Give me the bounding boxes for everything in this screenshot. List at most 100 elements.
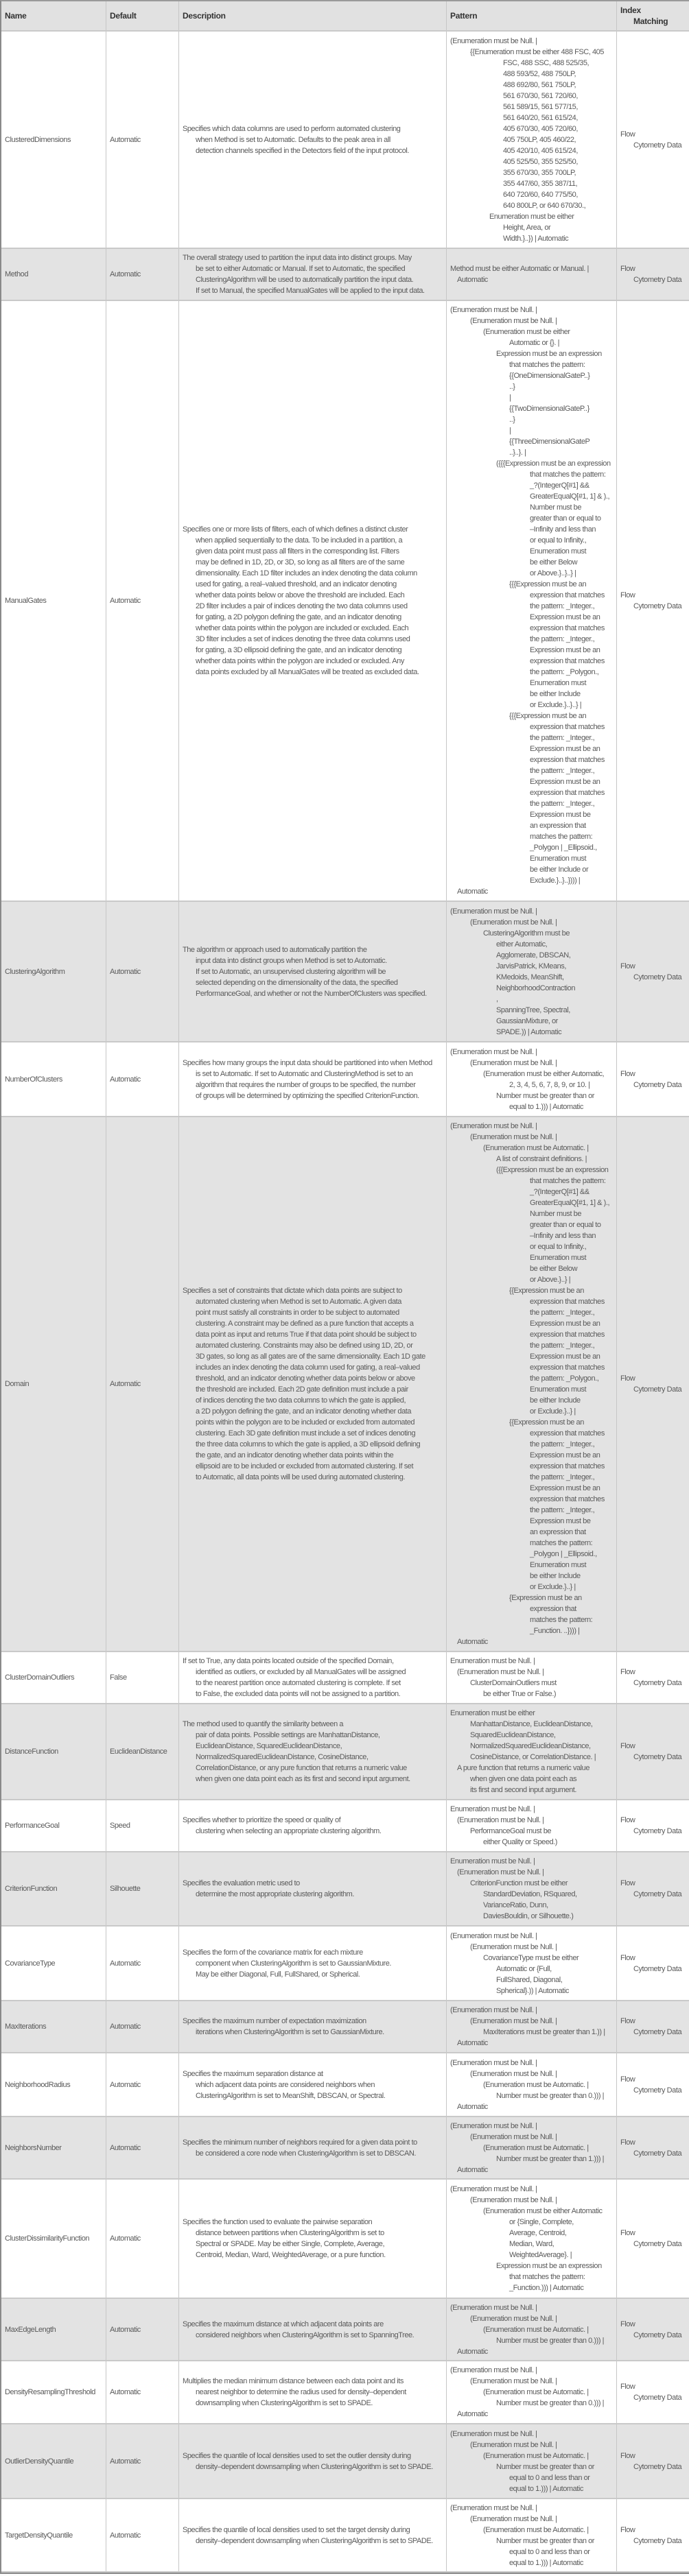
pattern-line: either Automatic, bbox=[496, 940, 548, 949]
default-value: Automatic bbox=[110, 1959, 141, 1968]
index-matching-line: Flow bbox=[620, 2383, 635, 2391]
description-line: when given one data point each as its fi… bbox=[196, 1775, 410, 1783]
description-cell: The algorithm or approach used to automa… bbox=[179, 902, 447, 1041]
pattern-line: Expression must be an bbox=[530, 646, 600, 654]
index-matching-line: Cytometry Data bbox=[633, 2536, 682, 2545]
pattern-line: equal to 1.))) | Automatic bbox=[509, 1102, 583, 1111]
description-line: detection channels specified in the Dete… bbox=[196, 146, 409, 155]
index-matching-line: Cytometry Data bbox=[633, 973, 682, 981]
pattern-cell: (Enumeration must be Null. | (Enumeration… bbox=[447, 1042, 617, 1116]
pattern-line: –Infinity and less than bbox=[530, 525, 596, 534]
description-line: when Method is set to Automatic. Default… bbox=[196, 135, 390, 144]
header-index-matching-line: Matching bbox=[633, 16, 668, 26]
description-line: component when ClusteringAlgorithm is se… bbox=[196, 1959, 391, 1968]
pattern-line: (Enumeration must be Null. | bbox=[470, 1058, 557, 1067]
pattern-line: (Enumeration must be either Automatic bbox=[483, 2207, 603, 2215]
index-matching-cell: Flow Cytometry Data bbox=[617, 1652, 688, 1703]
description-line: Specifies the evaluation metric used to bbox=[183, 1879, 300, 1887]
pattern-line: ManhattanDistance, EuclideanDistance, bbox=[470, 1720, 593, 1728]
pattern-line: ({{{Expression must be an expression bbox=[496, 460, 611, 468]
option-name: NeighborhoodRadius bbox=[5, 2080, 71, 2089]
pattern-line: PerformanceGoal must be bbox=[470, 1827, 552, 1835]
pattern-line: 640 720/60, 640 775/50, bbox=[503, 190, 578, 199]
index-matching-cell: Flow Cytometry Data bbox=[617, 301, 688, 901]
table-row: NeighborhoodRadius Automatic Specifies the… bbox=[1, 2053, 689, 2117]
index-matching-cell: Flow Cytometry Data bbox=[617, 2001, 688, 2052]
default-cell: Automatic bbox=[106, 32, 179, 248]
description-line: is set to Automatic. If set to Automatic… bbox=[196, 1069, 413, 1078]
pattern-line: Number must be greater than 1.))) | bbox=[496, 2154, 605, 2163]
pattern-line: NeighborhoodContraction bbox=[496, 983, 576, 992]
description-line: for gating, a 3D ellipsoid defining the … bbox=[196, 646, 402, 654]
description-line: clustering. Each 3D gate definition must… bbox=[196, 1429, 416, 1438]
pattern-line: {{{Expression must be an bbox=[509, 712, 587, 720]
description-line: Specifies which data columns are used to… bbox=[183, 124, 401, 133]
index-matching-cell: Flow Cytometry Data bbox=[617, 2299, 688, 2360]
pattern-line: be either Include bbox=[530, 1572, 581, 1580]
table-row: MaxIterations Automatic Specifies the maxi… bbox=[1, 2001, 689, 2053]
index-matching-cell: Flow Cytometry Data bbox=[617, 249, 688, 300]
default-value: EuclideanDistance bbox=[110, 1748, 167, 1756]
default-cell: Automatic bbox=[106, 2053, 179, 2116]
description-line: input data into distinct groups when Met… bbox=[196, 956, 387, 965]
pattern-line: _Polygon | _Ellipsoid., bbox=[530, 844, 597, 852]
index-matching-line: Flow bbox=[620, 2451, 635, 2460]
index-matching-line: Flow bbox=[620, 2525, 635, 2534]
pattern-line: equal to 0 and less than or bbox=[509, 2547, 590, 2556]
pattern-line: expression that matches bbox=[530, 624, 605, 632]
pattern-line: an expression that bbox=[530, 1528, 586, 1536]
pattern-line: that matches the pattern: bbox=[509, 361, 585, 369]
description-line: which adjacent data points are considere… bbox=[196, 2080, 375, 2089]
option-name: ClusterDomainOutliers bbox=[5, 1673, 75, 1682]
pattern-line: {{Expression must be an bbox=[509, 1418, 584, 1427]
description-line: to the nearest partition once automated … bbox=[196, 1679, 401, 1687]
default-cell: Automatic bbox=[106, 2001, 179, 2052]
pattern-line: Exclude.}..}..}))) | bbox=[530, 876, 581, 885]
index-matching-cell: Flow Cytometry Data bbox=[617, 902, 688, 1041]
pattern-line: (Enumeration must be Null. | bbox=[450, 1047, 537, 1056]
pattern-line: when given one data point each as bbox=[470, 1775, 577, 1783]
pattern-line: expression that matches bbox=[530, 723, 605, 731]
pattern-line: (Enumeration must be Null. | bbox=[457, 1868, 544, 1876]
pattern-line: Expression must be an bbox=[530, 1320, 600, 1328]
pattern-line: that matches the pattern: bbox=[530, 470, 606, 479]
description-line: data point as input and returns True if … bbox=[196, 1331, 417, 1339]
pattern-line: Method must be either Automatic or Manua… bbox=[450, 265, 589, 273]
default-cell: Automatic bbox=[106, 2424, 179, 2498]
description-line: to Automatic, all data points will be us… bbox=[196, 1473, 405, 1481]
index-matching-line: Flow bbox=[620, 2138, 635, 2147]
pattern-line: Enumeration must bbox=[530, 679, 587, 687]
pattern-line: (Enumeration must be Null. | bbox=[450, 1122, 537, 1130]
index-matching-line: Cytometry Data bbox=[633, 2462, 682, 2471]
pattern-cell: (Enumeration must be Null. | (Enumeration… bbox=[447, 2053, 617, 2116]
pattern-line: (Enumeration must be Null. | bbox=[470, 2017, 557, 2025]
table-row: ClusteringAlgorithm Automatic The algorith… bbox=[1, 902, 689, 1042]
index-matching-cell: Flow Cytometry Data bbox=[617, 32, 688, 248]
index-matching-line: Cytometry Data bbox=[633, 1080, 682, 1089]
pattern-line: (Enumeration must be Null. | bbox=[470, 2196, 557, 2204]
pattern-cell: (Enumeration must be Null. | (Enumeration… bbox=[447, 1927, 617, 2000]
option-name-cell: ClusterDissimilarityFunction bbox=[1, 2180, 106, 2298]
index-matching-line: Flow bbox=[620, 1953, 635, 1962]
pattern-line: (Enumeration must be Null. | bbox=[470, 2514, 557, 2523]
description-line: dimensionality. Each 1D filter includes … bbox=[196, 569, 417, 577]
option-name-cell: NumberOfClusters bbox=[1, 1042, 106, 1116]
description-line: If set to True, any data points located … bbox=[183, 1657, 394, 1665]
pattern-line: (Enumeration must be Null. | bbox=[457, 1668, 544, 1676]
description-line: Specifies the function used to evaluate … bbox=[183, 2218, 373, 2226]
option-name: DistanceFunction bbox=[5, 1748, 58, 1756]
pattern-line: VarianceRatio, Dunn, bbox=[483, 1901, 548, 1909]
default-value: Automatic bbox=[110, 2143, 141, 2152]
description-line: pair of data points. Possible settings a… bbox=[196, 1731, 380, 1739]
description-line: 3D gates, so long as all gates are of th… bbox=[196, 1352, 425, 1361]
option-name-cell: Method bbox=[1, 249, 106, 300]
pattern-line: _?(IntegerQ[#1] && bbox=[530, 1188, 589, 1196]
pattern-line: Expression must be an expression bbox=[496, 2262, 602, 2270]
pattern-line: 561 670/30, 561 720/60, bbox=[503, 91, 578, 100]
description-line: distance between partitions when Cluster… bbox=[196, 2229, 384, 2237]
index-matching-line: Cytometry Data bbox=[633, 2394, 682, 2402]
description-line: The algorithm or approach used to automa… bbox=[183, 945, 367, 954]
pattern-line: greater than or equal to bbox=[530, 1221, 601, 1229]
option-name: NeighborsNumber bbox=[5, 2143, 62, 2152]
